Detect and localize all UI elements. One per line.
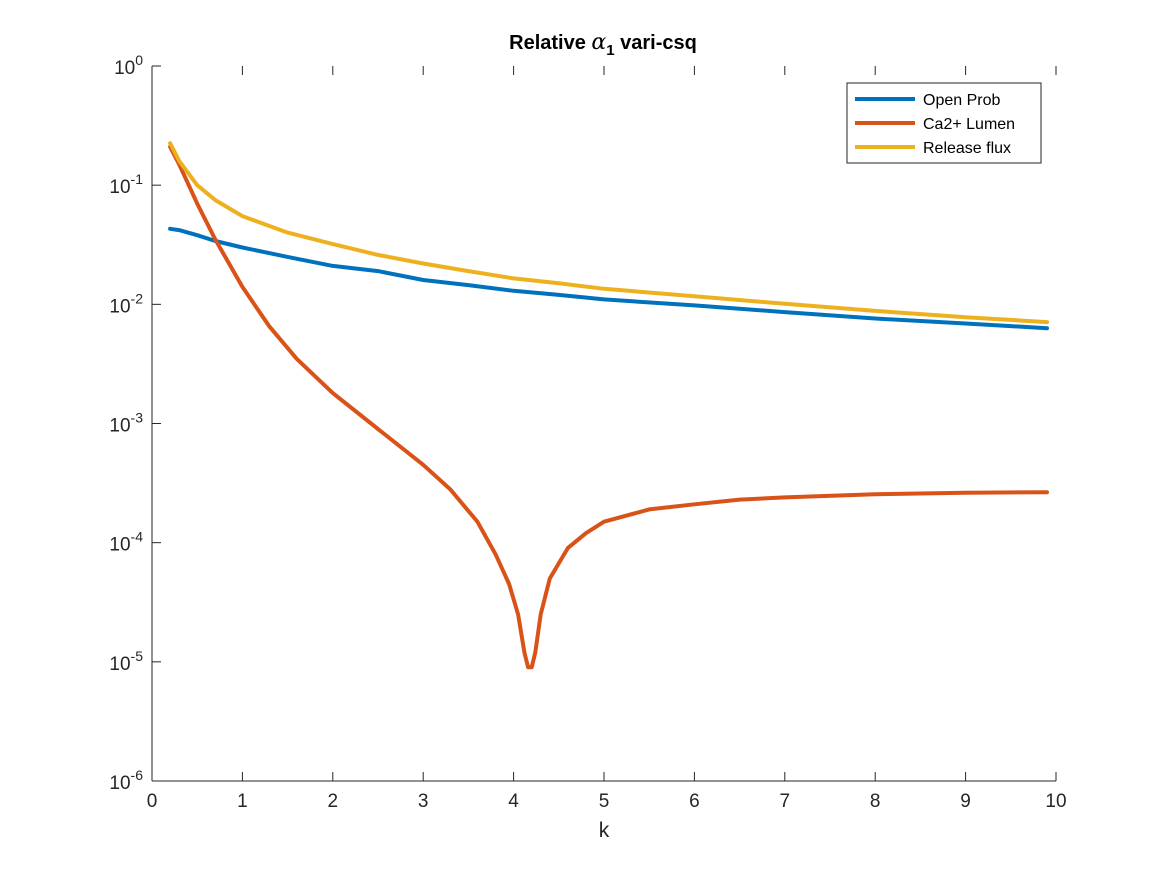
x-tick-label: 9 [960,791,971,812]
x-tick-label: 6 [689,791,700,812]
y-tick-label: 10-3 [109,410,143,437]
legend-label-1: Open Prob [923,92,1000,109]
x-tick-label: 5 [599,791,610,812]
y-tick-label: 10-6 [109,767,143,794]
series-line-2 [168,144,1049,670]
x-tick-label: 4 [508,791,519,812]
plot-background [152,66,1056,781]
series-layer [168,141,1049,670]
y-tick-label: 10-2 [109,290,143,317]
y-tick-label: 10-4 [109,529,143,556]
y-tick-label: 100 [114,52,143,79]
x-axis-label: k [599,819,610,842]
legend-label-3: Release flux [923,140,1011,157]
x-tick-label: 8 [870,791,881,812]
x-tick-label: 0 [147,791,158,812]
chart-title-suffix: vari-csq [615,32,697,54]
x-tick-label: 1 [237,791,248,812]
legend: Open Prob Ca2+ Lumen Release flux [846,82,1042,164]
x-tick-label: 2 [328,791,339,812]
y-tick-label: 10-5 [109,648,143,675]
legend-label-2: Ca2+ Lumen [923,116,1015,133]
x-tick-label: 7 [780,791,791,812]
chart-title-subscript: 1 [606,42,614,59]
y-tick-label: 10-1 [109,171,143,198]
legend-entries: Open Prob Ca2+ Lumen Release flux [855,92,1015,157]
series-line-3 [168,141,1049,325]
series-line-1 [168,226,1049,331]
chart-title: Relative α1 vari-csq [509,30,697,59]
x-tick-label: 10 [1045,791,1066,812]
chart-title-prefix: Relative [509,32,591,54]
chart-title-symbol: α [591,30,606,55]
x-tick-label: 3 [418,791,429,812]
plot-area: 0 1 2 3 4 5 6 7 8 9 10 10-6 10-5 10-4 10-3 10-2 10-1 100 [109,52,1066,812]
